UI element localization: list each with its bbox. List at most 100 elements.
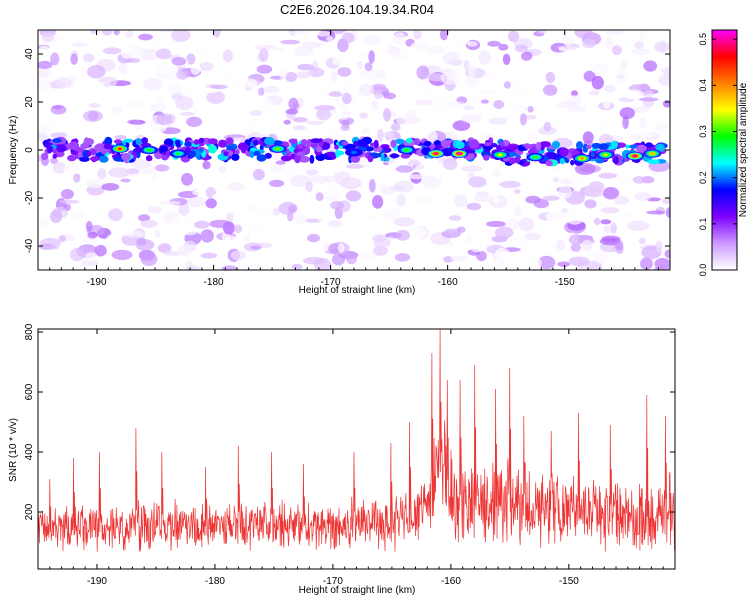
spectrogram-cell bbox=[492, 169, 501, 178]
spectrogram-band-cell bbox=[423, 140, 432, 147]
spectrogram-peak bbox=[404, 148, 409, 152]
spectrogram-band-cell bbox=[223, 151, 229, 157]
spectrogram-cell bbox=[603, 96, 611, 109]
spectrogram-band-cell bbox=[184, 141, 192, 147]
spectrogram-cell bbox=[213, 30, 221, 38]
spectrogram-cell bbox=[629, 134, 643, 141]
spectrogram-band-cell bbox=[56, 144, 67, 153]
spectrogram-cell bbox=[313, 257, 331, 270]
spectrogram-cell bbox=[244, 264, 265, 270]
spectrogram-cell bbox=[88, 110, 99, 122]
spectrogram-cell bbox=[632, 106, 649, 113]
spectrogram-cell bbox=[409, 95, 425, 100]
spectrogram-band-cell bbox=[356, 139, 368, 148]
spectrogram-cell bbox=[138, 214, 151, 222]
spectrogram-cell bbox=[118, 101, 136, 108]
spectrogram-cell bbox=[600, 207, 620, 214]
spectrogram-cell bbox=[186, 116, 203, 128]
spectrogram-band-cell bbox=[350, 155, 361, 163]
spectrogram-cell bbox=[593, 217, 601, 226]
spectrogram-band-cell bbox=[198, 137, 205, 143]
y-tick-label: 800 bbox=[24, 323, 35, 340]
spectrogram-cell bbox=[643, 60, 658, 72]
spectrogram-cell bbox=[421, 176, 442, 189]
spectrogram-cell bbox=[328, 219, 342, 228]
spectrogram-cell bbox=[296, 71, 312, 79]
spectrogram-cell bbox=[589, 90, 600, 96]
spectrogram-cell bbox=[272, 207, 281, 216]
spectrogram-cell bbox=[341, 92, 352, 105]
spectrogram-cell bbox=[60, 189, 74, 200]
spectrogram-cell bbox=[140, 219, 158, 228]
spectrogram-peak bbox=[351, 151, 357, 154]
spectrogram-peak bbox=[650, 152, 655, 155]
spectrogram-band-cell bbox=[390, 139, 397, 148]
spectrogram-cell bbox=[247, 118, 259, 132]
spectrogram-cell bbox=[49, 209, 63, 224]
spectrogram-cell bbox=[200, 252, 218, 259]
spectrogram-cell bbox=[169, 217, 191, 224]
spectrogram-cell bbox=[69, 247, 85, 262]
spectrogram-cell bbox=[328, 243, 342, 255]
spectrogram-cell bbox=[633, 192, 652, 201]
spectrogram-cell bbox=[498, 43, 509, 51]
spectrogram-cell bbox=[643, 89, 654, 99]
spectrogram-peak bbox=[603, 153, 608, 156]
spectrogram-cell bbox=[341, 32, 355, 44]
spectrogram-band-cell bbox=[52, 153, 58, 159]
spectrogram-band-cell bbox=[134, 147, 142, 153]
spectrogram-cell bbox=[537, 255, 556, 269]
spectrogram-cell bbox=[605, 30, 625, 36]
spectrogram-cell bbox=[90, 30, 98, 34]
spectrogram-cell bbox=[620, 60, 628, 70]
spectrogram-cell bbox=[552, 176, 560, 183]
spectrogram-band-cell bbox=[288, 138, 298, 144]
spectrogram-cell bbox=[479, 90, 499, 96]
spectrogram-cell bbox=[415, 80, 425, 86]
spectrogram-cell bbox=[250, 245, 261, 250]
spectrogram-cell bbox=[543, 121, 552, 132]
spectrogram-band-cell bbox=[341, 141, 349, 146]
spectrogram-cell bbox=[582, 131, 594, 144]
spectrogram-cell bbox=[105, 233, 121, 248]
spectrogram-cell bbox=[79, 259, 99, 267]
spectrogram-cell bbox=[280, 39, 301, 45]
spectrogram-cell bbox=[452, 120, 471, 131]
spectrogram-band-cell bbox=[545, 152, 558, 161]
spectrogram-cell bbox=[495, 226, 514, 239]
x-tick-label: -150 bbox=[555, 277, 575, 288]
spectrogram-cell bbox=[594, 251, 609, 264]
spectrogram-cell bbox=[487, 40, 501, 47]
spectrogram-cell bbox=[275, 160, 286, 165]
spectrogram-cell bbox=[422, 87, 437, 95]
spectrogram-cell bbox=[294, 46, 314, 57]
spectrogram-cell bbox=[39, 237, 61, 249]
spectrogram-cell bbox=[359, 69, 381, 80]
spectrogram-band-cell bbox=[647, 159, 660, 165]
spectrogram-band-cell bbox=[625, 144, 630, 149]
spectrogram-cell bbox=[604, 84, 616, 93]
colorbar-tick-label: 0.0 bbox=[698, 264, 708, 277]
spectrogram-cell bbox=[305, 169, 319, 176]
spectrogram-cell bbox=[52, 161, 66, 174]
spectrogram-cell bbox=[88, 103, 101, 108]
spectrogram-cell bbox=[660, 67, 670, 74]
spectrogram-cell bbox=[41, 32, 55, 43]
spectrogram-cell bbox=[175, 96, 194, 110]
spectrogram-cell bbox=[292, 213, 308, 224]
spectrogram-cell bbox=[372, 245, 388, 256]
spectrogram-peak bbox=[147, 148, 152, 152]
spectrogram-band-cell bbox=[508, 157, 517, 165]
spectrogram-cell bbox=[97, 168, 107, 180]
spectrogram-cell bbox=[38, 124, 52, 134]
spectrogram-cell bbox=[317, 217, 334, 223]
spectrogram-band-cell bbox=[40, 152, 49, 161]
y-tick-label: 20 bbox=[24, 96, 35, 108]
spectrogram-cell bbox=[519, 113, 527, 126]
spectrogram-cell bbox=[58, 235, 67, 243]
spectrogram-cell bbox=[524, 232, 542, 241]
spectrogram-cell bbox=[383, 208, 401, 221]
spectrogram-cell bbox=[639, 30, 646, 41]
spectrogram-cell bbox=[570, 243, 582, 252]
